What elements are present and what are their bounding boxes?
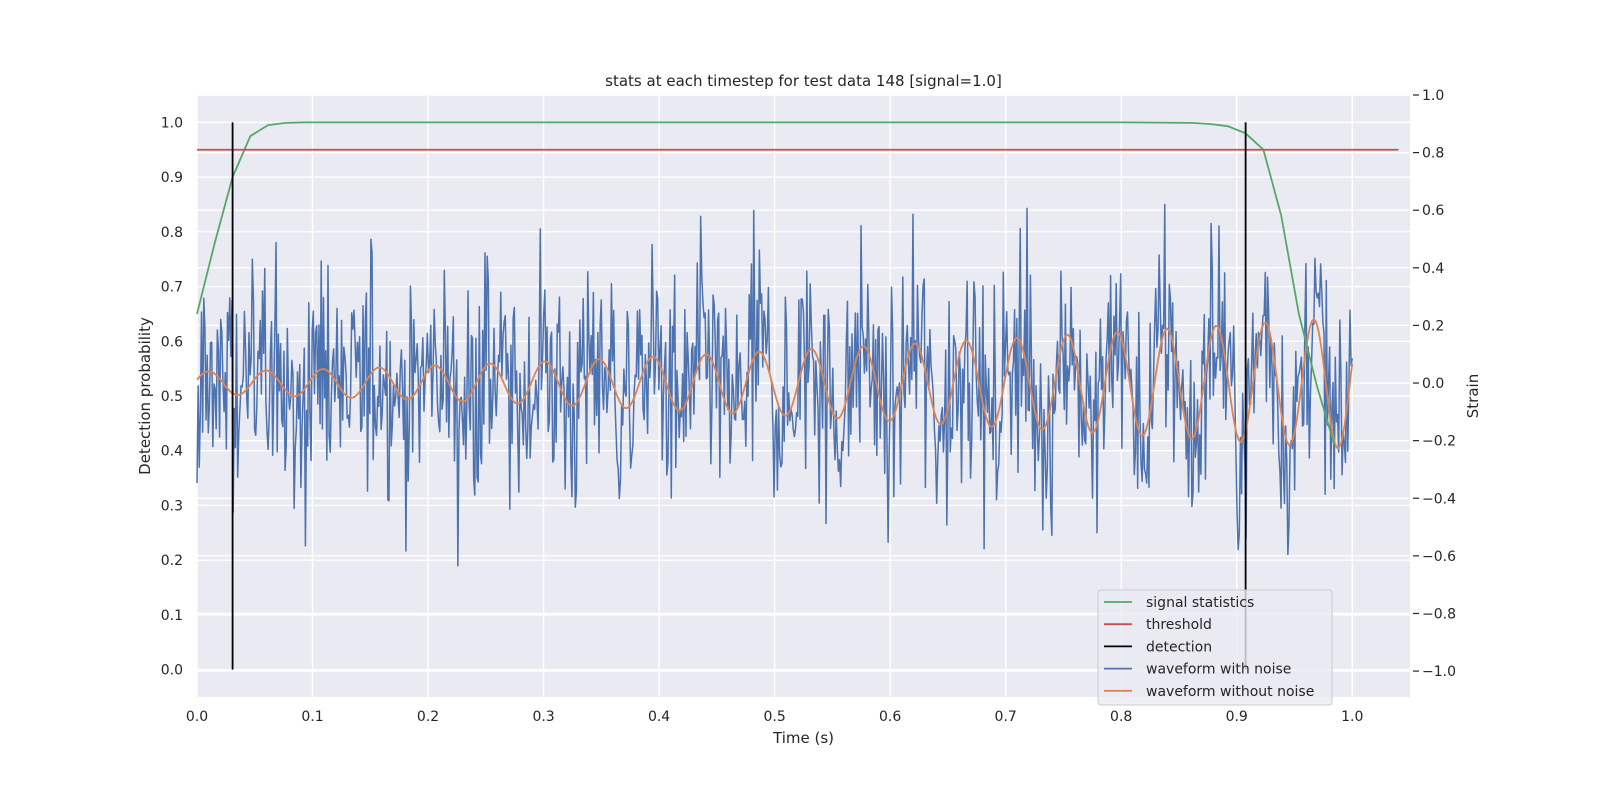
y2-tick-label: 0.8 [1422, 146, 1444, 162]
x-axis-title: Time (s) [772, 729, 834, 747]
y-tick-label: 0.9 [161, 170, 183, 186]
y-tick-label: 0.7 [161, 280, 183, 296]
y-tick-label: 0.1 [161, 608, 183, 624]
series-signal-statistics [196, 121, 1336, 446]
y-tick-label: 0.0 [161, 663, 183, 679]
tick-labels: 0.0 0.1 0.2 0.3 0.4 0.5 0.6 0.7 0.8 0.9 1.0 0.0 0.1 0… [161, 88, 1456, 725]
x-tick-label: 0.3 [532, 709, 554, 725]
legend-label: signal statistics [1146, 595, 1254, 611]
y-tick-label: 0.4 [161, 444, 183, 460]
y2-tick-label: 0.6 [1422, 203, 1444, 219]
series-layer [196, 121, 1399, 670]
y2-axis-title: Strain [1464, 374, 1482, 418]
legend-label: threshold [1146, 617, 1212, 633]
y-axis-title: Detection probability [136, 317, 154, 475]
y2-tick-label: −0.8 [1422, 606, 1456, 622]
x-tick-label: 0.7 [995, 709, 1017, 725]
x-tick-label: 0.9 [1226, 709, 1248, 725]
y-tick-label: 0.8 [161, 225, 183, 241]
y2-tick-label: −0.2 [1422, 434, 1456, 450]
y2-tick-label: −1.0 [1422, 664, 1456, 680]
y-tick-label: 0.5 [161, 389, 183, 405]
x-tick-label: 0.6 [879, 709, 901, 725]
legend: signal statistics threshold detection wavef… [1097, 589, 1333, 706]
y2-tick-label: 1.0 [1422, 88, 1444, 104]
x-tick-label: 0.2 [417, 709, 439, 725]
y-tick-label: 0.6 [161, 334, 183, 350]
legend-label: waveform with noise [1146, 662, 1291, 678]
chart-title: stats at each timestep for test data 148… [605, 72, 1002, 90]
x-tick-label: 0.0 [186, 709, 208, 725]
x-tick-label: 0.1 [301, 709, 323, 725]
y-tick-label: 1.0 [161, 115, 183, 131]
series-waveform-without-noise [196, 318, 1354, 449]
y2-tick-label: 0.0 [1422, 376, 1444, 392]
series-waveform-with-noise [196, 203, 1353, 567]
x-tick-label: 0.4 [648, 709, 670, 725]
x-tick-label: 0.8 [1110, 709, 1132, 725]
y-tick-label: 0.3 [161, 498, 183, 514]
y2-tick-label: 0.4 [1422, 261, 1444, 277]
y2-tick-label: −0.6 [1422, 549, 1456, 565]
x-tick-label: 0.5 [763, 709, 785, 725]
x-tick-label: 1.0 [1341, 709, 1363, 725]
y2-tick-label: −0.4 [1422, 491, 1456, 507]
legend-label: waveform without noise [1146, 684, 1314, 700]
legend-box [1097, 589, 1333, 706]
legend-label: detection [1146, 639, 1212, 655]
y2-tick-label: 0.2 [1422, 318, 1444, 334]
y-tick-label: 0.2 [161, 553, 183, 569]
